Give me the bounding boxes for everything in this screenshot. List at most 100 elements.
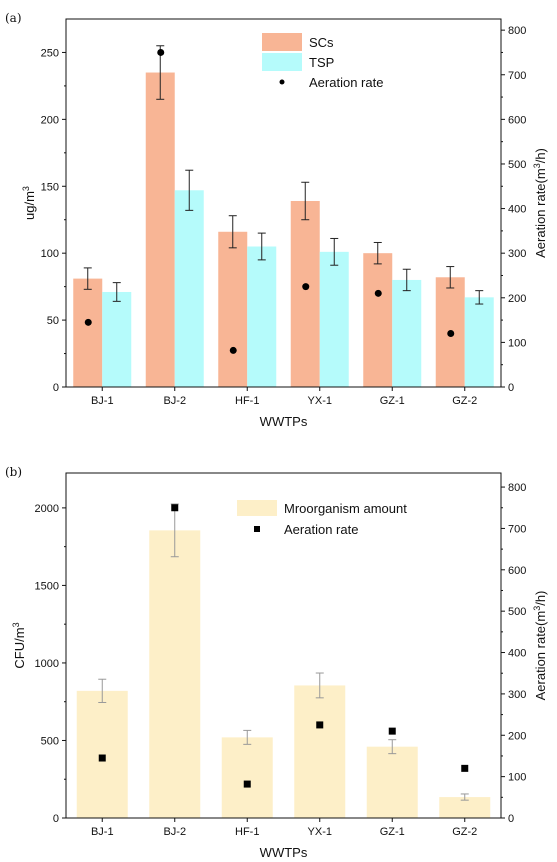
error-bar-hf-1 <box>243 729 252 745</box>
y-tick-label: 50 <box>47 315 59 327</box>
error-bar-yx-1 <box>330 237 339 266</box>
error-bar-bj-2 <box>185 169 194 211</box>
y2-tick-label: 100 <box>508 337 526 349</box>
y-axis-label-main: CFU/m <box>12 627 27 668</box>
panel-label: (a) <box>5 11 22 25</box>
x-tick-label: HF-1 <box>235 826 259 838</box>
bar-tsp-gz-2 <box>464 297 494 387</box>
legend-swatch-scs <box>262 33 302 51</box>
y-tick-label: 0 <box>53 382 59 394</box>
aeration-point-bj-1 <box>98 754 106 762</box>
y2-tick-label: 200 <box>508 293 526 305</box>
y2-tick-label: 300 <box>508 248 526 260</box>
y-tick-label: 1000 <box>35 658 59 670</box>
x-tick-label: GZ-1 <box>380 395 405 407</box>
aeration-point-bj-1 <box>84 318 92 326</box>
bar-mroorganism-amount-bj-1 <box>76 690 128 818</box>
bar-scs-hf-1 <box>218 231 248 387</box>
y2-tick-label: 100 <box>508 772 526 784</box>
error-bar-gz-2 <box>475 290 484 305</box>
y2-tick-label: 600 <box>508 114 526 126</box>
x-tick-label: GZ-1 <box>380 826 405 838</box>
x-axis-label: WWTPs <box>260 845 308 860</box>
legend-label-mroorganism-amount: Mroorganism amount <box>284 501 407 516</box>
bar-tsp-gz-1 <box>392 279 422 387</box>
aeration-point-gz-2 <box>461 764 469 772</box>
error-bar-gz-2 <box>446 266 455 289</box>
y-tick-label: 500 <box>41 735 59 747</box>
y-axis-label: CFU/m3 <box>11 622 27 668</box>
x-tick-label: GZ-2 <box>452 395 477 407</box>
error-bar-yx-1 <box>301 181 310 221</box>
error-bar-gz-1 <box>388 739 397 755</box>
x-tick-label: YX-1 <box>308 395 332 407</box>
x-tick-label: BJ-2 <box>163 826 186 838</box>
bar-mroorganism-amount-gz-1 <box>366 746 418 818</box>
error-bar-bj-1 <box>98 678 107 703</box>
error-bar-hf-1 <box>228 215 237 249</box>
y2-axis-label-tail: /h) <box>533 148 548 163</box>
y2-tick-label: 400 <box>508 648 526 660</box>
y2-tick-label: 700 <box>508 523 526 535</box>
aeration-point-yx-1 <box>302 283 310 291</box>
error-bar-yx-1 <box>315 672 324 699</box>
bar-scs-gz-1 <box>363 253 393 387</box>
y2-axis-label-sup: 3 <box>532 606 542 611</box>
y-axis-label-main: ug/m <box>22 191 37 220</box>
x-tick-label: YX-1 <box>308 826 332 838</box>
y-tick-label: 1500 <box>35 580 59 592</box>
y2-tick-label: 500 <box>508 606 526 618</box>
legend-swatch-aeration-rate <box>279 79 285 85</box>
y2-axis-label-main: Aeration rate(m <box>533 611 548 701</box>
y2-tick-label: 500 <box>508 159 526 171</box>
error-bar-gz-1 <box>373 241 382 265</box>
legend-swatch-mroorganism-amount <box>237 500 277 516</box>
y2-tick-label: 0 <box>508 382 514 394</box>
bar-mroorganism-amount-yx-1 <box>294 685 346 818</box>
panel-label: (b) <box>5 465 22 479</box>
aeration-point-bj-2 <box>171 504 179 512</box>
x-tick-label: GZ-2 <box>452 826 477 838</box>
legend-label-aeration-rate: Aeration rate <box>309 75 383 90</box>
error-bar-bj-1 <box>83 267 92 290</box>
y-tick-label: 0 <box>53 813 59 825</box>
y-tick-label: 100 <box>41 248 59 260</box>
x-axis-label: WWTPs <box>260 414 308 429</box>
aeration-point-gz-2 <box>447 329 455 337</box>
y2-tick-label: 800 <box>508 482 526 494</box>
error-bar-bj-1 <box>112 282 121 302</box>
y-axis-label-sup: 3 <box>21 186 31 191</box>
y2-axis-label-sup: 3 <box>532 163 542 168</box>
plot-frame <box>65 18 502 388</box>
bar-tsp-yx-1 <box>319 251 349 387</box>
bar-scs-yx-1 <box>290 200 320 387</box>
x-tick-label: BJ-2 <box>163 395 186 407</box>
y2-axis-label-main: Aeration rate(m <box>533 168 548 258</box>
aeration-point-gz-1 <box>374 289 382 297</box>
y2-tick-label: 600 <box>508 565 526 577</box>
bar-tsp-bj-1 <box>102 291 132 387</box>
y-tick-label: 250 <box>41 47 59 59</box>
y2-tick-label: 200 <box>508 730 526 742</box>
aeration-point-bj-2 <box>157 48 165 56</box>
bar-mroorganism-amount-bj-2 <box>149 530 201 818</box>
aeration-point-hf-1 <box>243 780 251 788</box>
bar-tsp-hf-1 <box>247 246 277 387</box>
bar-tsp-bj-2 <box>174 190 204 387</box>
y2-axis-label: Aeration rate(m3/h) <box>532 591 548 701</box>
y2-tick-label: 400 <box>508 204 526 216</box>
bar-mroorganism-amount-gz-2 <box>439 797 491 818</box>
chart-panel-a: (a) BJ-1 BJ-2 HF-1 YX-1 GZ-1 GZ-2 WWTPs 0 50 100 15… <box>5 11 548 429</box>
bar-scs-bj-1 <box>73 278 103 387</box>
legend-label-scs: SCs <box>309 35 334 50</box>
legend: SCs TSP Aeration rate <box>262 33 383 90</box>
aeration-point-yx-1 <box>316 721 324 729</box>
y2-axis-label: Aeration rate(m3/h) <box>532 148 548 258</box>
x-tick-label: BJ-1 <box>91 826 114 838</box>
legend-label-aeration-rate: Aeration rate <box>284 522 358 537</box>
y-tick-label: 200 <box>41 114 59 126</box>
y-axis-label: ug/m3 <box>21 186 37 220</box>
legend: Mroorganism amount Aeration rate <box>237 500 407 537</box>
y-axis-label-sup: 3 <box>11 622 21 627</box>
